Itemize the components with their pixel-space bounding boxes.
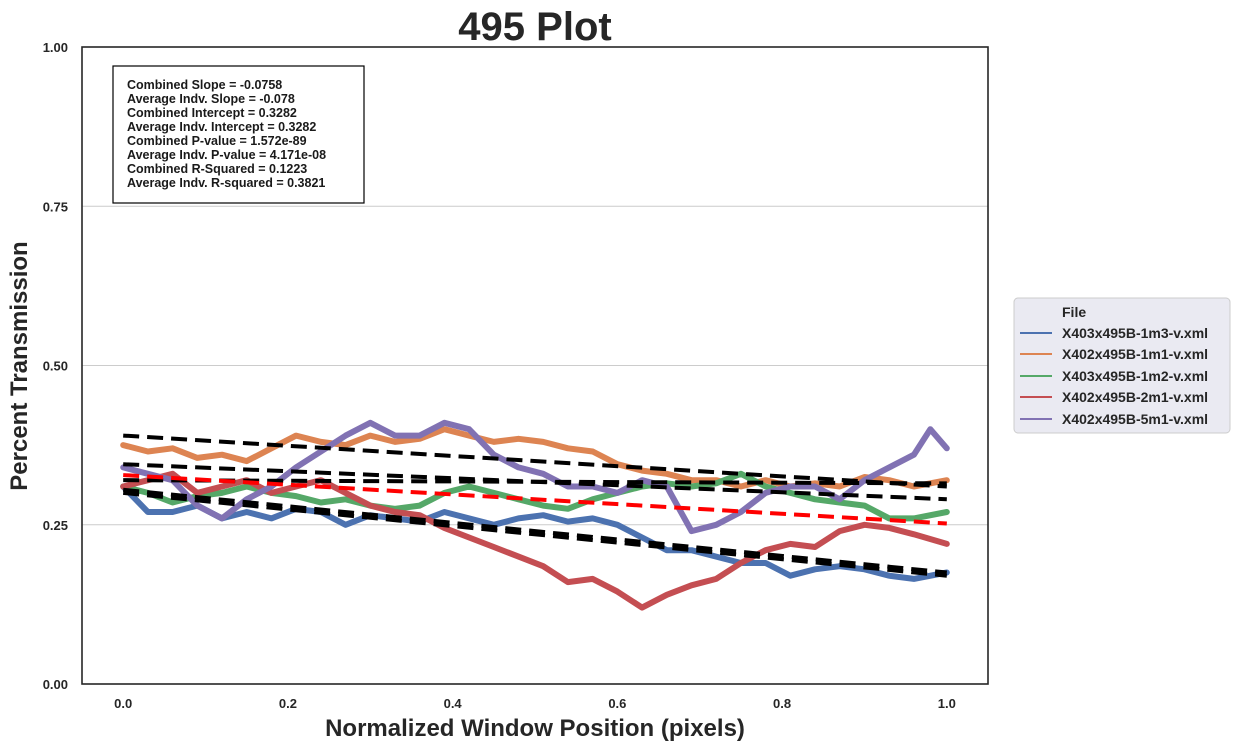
x-tick-label: 0.2 [279, 696, 297, 711]
stats-line: Average Indv. Intercept = 0.3282 [127, 120, 316, 134]
combined-fit-line [123, 473, 947, 526]
series-line [120, 470, 950, 611]
x-tick-label: 0.0 [114, 696, 132, 711]
data-series [120, 419, 950, 611]
legend: File X403x495B-1m3-v.xml X402x495B-1m1-v… [1013, 297, 1231, 434]
legend-label: X402x495B-5m1-v.xml [1062, 411, 1208, 427]
legend-label: X403x495B-1m2-v.xml [1062, 368, 1208, 384]
y-axis-label: Percent Transmission [6, 241, 33, 490]
legend-item: X402x495B-2m1-v.xml [1020, 389, 1208, 405]
stats-line: Combined R-Squared = 0.1223 [127, 162, 307, 176]
legend-label: X403x495B-1m3-v.xml [1062, 325, 1208, 341]
individual-fit-line [122, 490, 948, 578]
grid-lines [82, 205, 988, 526]
chart-title: 495 Plot [458, 5, 611, 49]
stats-line: Combined Slope = -0.0758 [127, 78, 282, 92]
legend-item: X402x495B-1m1-v.xml [1020, 346, 1208, 362]
stats-box-frame [112, 65, 365, 204]
legend-title: File [1062, 304, 1086, 320]
series-line [120, 419, 950, 535]
x-tick-label: 0.6 [608, 696, 626, 711]
legend-label: X402x495B-2m1-v.xml [1062, 389, 1208, 405]
individual-fit-line [122, 487, 948, 575]
x-tick-label: 1.0 [938, 696, 956, 711]
fit-lines [122, 433, 948, 578]
x-axis-label: Normalized Window Position (pixels) [325, 715, 745, 742]
y-tick-label: 0.50 [43, 359, 68, 374]
y-tick-label: 0.75 [43, 199, 68, 214]
individual-fit-line [123, 433, 947, 489]
individual-fit-line [123, 478, 947, 486]
axis-ticks: 0.00 0.25 0.50 0.75 1.00 0.0 0.2 0.4 0.6 0.8 1.0 [43, 40, 956, 711]
y-tick-label: 0.00 [43, 677, 68, 692]
legend-item: X403x495B-1m3-v.xml [1020, 325, 1208, 341]
legend-label: X402x495B-1m1-v.xml [1062, 346, 1208, 362]
stats-annotation-box: Combined Slope = -0.0758 Average Indv. S… [112, 65, 365, 204]
stats-line: Combined Intercept = 0.3282 [127, 106, 297, 120]
stats-line: Combined P-value = 1.572e-89 [127, 134, 307, 148]
plot-frame [81, 46, 989, 685]
y-tick-label: 1.00 [43, 40, 68, 55]
legend-item: X403x495B-1m2-v.xml [1020, 368, 1208, 384]
stats-line: Average Indv. P-value = 4.171e-08 [127, 148, 326, 162]
stats-line: Average Indv. R-squared = 0.3821 [127, 176, 325, 190]
stats-line: Average Indv. Slope = -0.078 [127, 92, 295, 106]
series-line [120, 483, 950, 582]
legend-item: X402x495B-5m1-v.xml [1020, 411, 1208, 427]
y-tick-label: 0.25 [43, 518, 68, 533]
x-tick-label: 0.8 [773, 696, 791, 711]
legend-frame [1013, 297, 1231, 434]
x-tick-label: 0.4 [444, 696, 463, 711]
